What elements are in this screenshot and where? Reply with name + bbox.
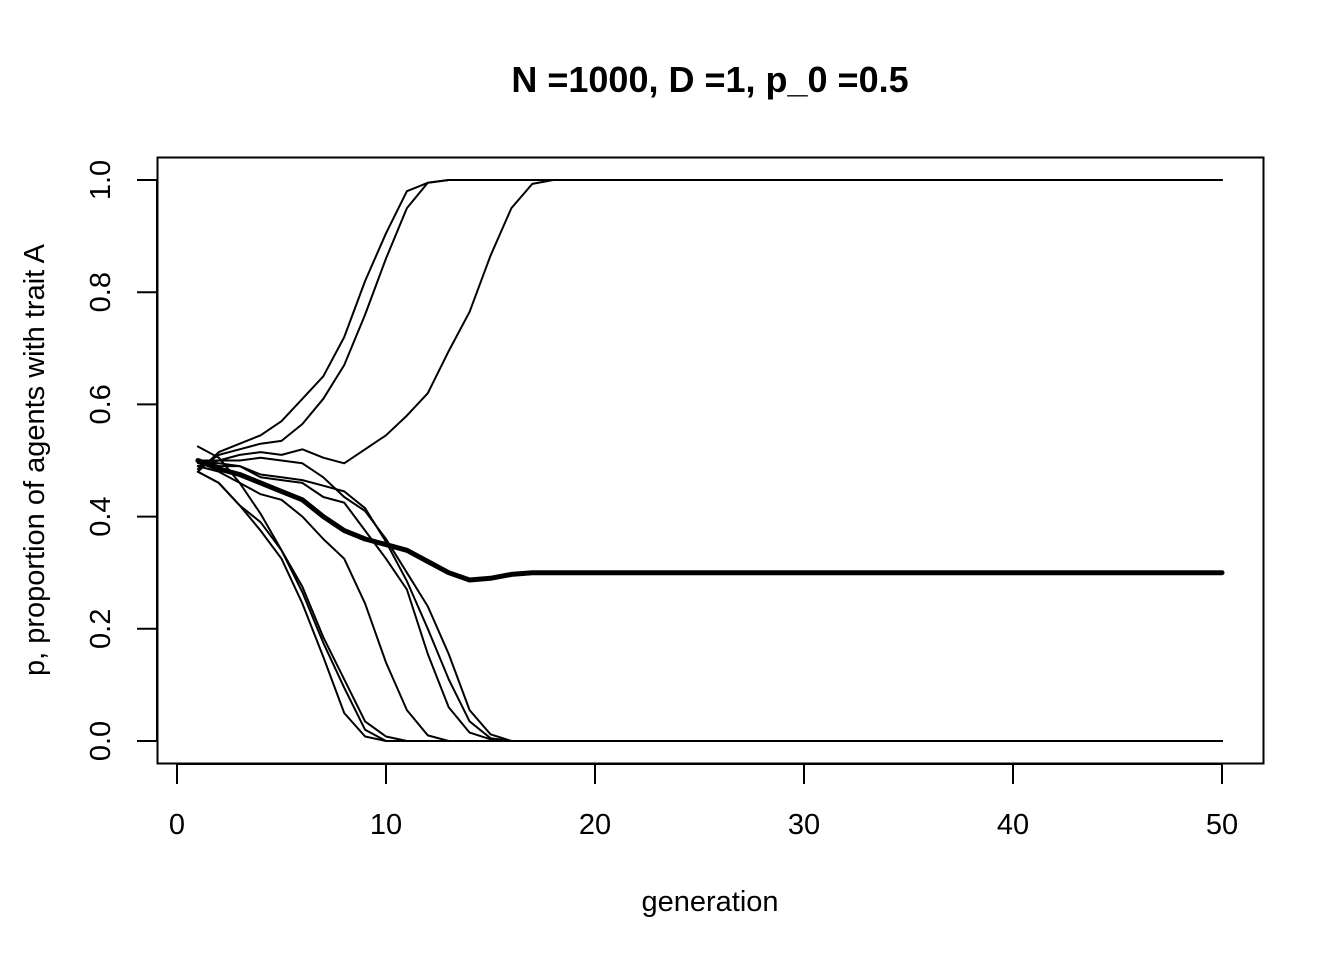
y-axis: 0.0 0.2 0.4 0.6 0.8 1.0 [85,160,158,761]
series-line-7 [196,465,1223,742]
y-tick-label: 0.0 [85,721,117,761]
series-line-5 [196,462,1223,742]
x-axis: 0 10 20 30 40 50 [169,763,1238,841]
y-tick-label: 0.8 [85,272,117,312]
y-tick-label: 1.0 [85,160,117,200]
x-tick-label: 10 [370,809,402,841]
series-layer [195,179,1225,742]
y-tick-label: 0.4 [85,496,117,536]
series-line-2 [196,179,1223,470]
series-line-4 [196,456,1223,742]
y-tick-label: 0.6 [85,384,117,424]
x-tick-label: 20 [579,809,611,841]
chart-title: N =1000, D =1, p_0 =0.5 [511,59,908,100]
plot-frame [156,156,1265,765]
y-tick-label: 0.2 [85,609,117,649]
series-line-3 [196,179,1223,468]
series-line-1 [196,179,1223,473]
x-tick-label: 0 [169,809,185,841]
y-axis-label: p, proportion of agents with trait A [19,243,51,676]
x-tick-label: 40 [997,809,1029,841]
x-tick-label: 30 [788,809,820,841]
series-line-8 [196,445,1223,742]
series-line-10 [196,470,1223,742]
x-axis-label: generation [641,886,778,918]
mean-line [195,458,1225,583]
x-tick-label: 50 [1206,809,1238,841]
